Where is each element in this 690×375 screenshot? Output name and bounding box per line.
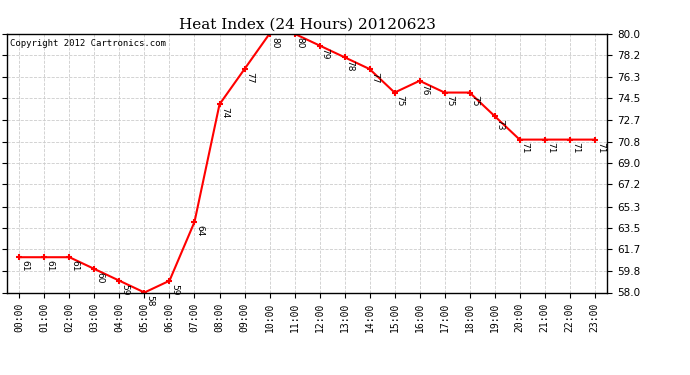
Text: 59: 59 xyxy=(170,284,179,295)
Text: 61: 61 xyxy=(46,260,55,272)
Text: 71: 71 xyxy=(521,142,530,154)
Text: 60: 60 xyxy=(95,272,104,283)
Text: 64: 64 xyxy=(195,225,204,236)
Text: 59: 59 xyxy=(121,284,130,295)
Text: 58: 58 xyxy=(146,295,155,307)
Text: 77: 77 xyxy=(371,72,380,83)
Text: 75: 75 xyxy=(395,95,404,107)
Text: 74: 74 xyxy=(221,107,230,118)
Text: 61: 61 xyxy=(21,260,30,272)
Text: 80: 80 xyxy=(270,36,279,48)
Title: Heat Index (24 Hours) 20120623: Heat Index (24 Hours) 20120623 xyxy=(179,17,435,31)
Text: 71: 71 xyxy=(571,142,580,154)
Text: 71: 71 xyxy=(546,142,555,154)
Text: 76: 76 xyxy=(421,84,430,95)
Text: 78: 78 xyxy=(346,60,355,72)
Text: 79: 79 xyxy=(321,48,330,60)
Text: 71: 71 xyxy=(595,142,604,154)
Text: 80: 80 xyxy=(295,36,304,48)
Text: 61: 61 xyxy=(70,260,79,272)
Text: 77: 77 xyxy=(246,72,255,83)
Text: 75: 75 xyxy=(446,95,455,107)
Text: 73: 73 xyxy=(495,119,504,130)
Text: 75: 75 xyxy=(471,95,480,107)
Text: Copyright 2012 Cartronics.com: Copyright 2012 Cartronics.com xyxy=(10,39,166,48)
